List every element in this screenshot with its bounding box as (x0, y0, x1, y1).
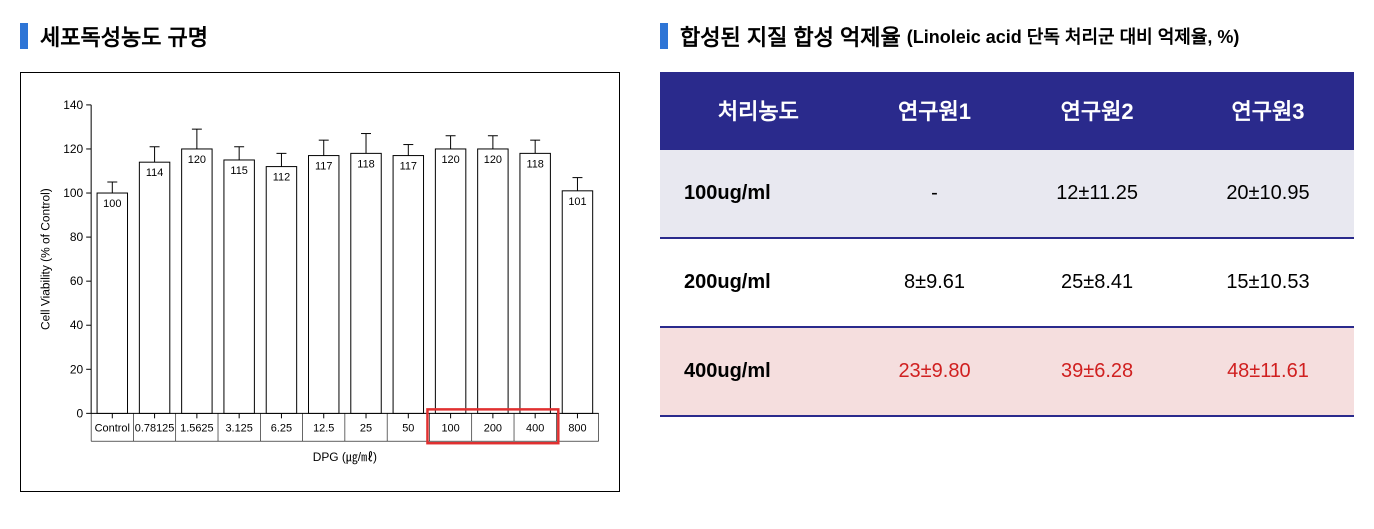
svg-text:140: 140 (63, 98, 83, 112)
bar (266, 167, 296, 414)
bar (562, 191, 592, 414)
svg-text:12.5: 12.5 (313, 422, 334, 434)
row-label: 400ug/ml (660, 327, 857, 416)
svg-text:Control: Control (95, 422, 130, 434)
svg-text:114: 114 (146, 167, 163, 179)
bar (97, 193, 127, 413)
svg-text:100: 100 (103, 198, 121, 210)
cell-viability-chart: 0 20 40 60 80 100 120 140 Cell Viability (% of C… (29, 85, 611, 483)
svg-text:0: 0 (77, 406, 84, 420)
bar (351, 153, 381, 413)
cell-value: 25±8.41 (1012, 238, 1182, 327)
svg-text:6.25: 6.25 (271, 422, 292, 434)
cell-value: - (857, 149, 1013, 238)
main-container: 세포독성농도 규명 0 20 40 60 80 100 120 140 Cell Viabili… (20, 20, 1354, 492)
left-header: 세포독성농도 규명 (20, 20, 620, 52)
right-header: 합성된 지질 합성 억제율 (Linoleic acid 단독 처리군 대비 억… (660, 20, 1354, 52)
svg-text:117: 117 (400, 161, 417, 173)
row-label: 100ug/ml (660, 149, 857, 238)
accent-bar (20, 23, 28, 49)
svg-text:115: 115 (230, 165, 247, 177)
svg-text:112: 112 (273, 172, 290, 184)
svg-text:Cell Viability (% of Control): Cell Viability (% of Control) (38, 188, 52, 330)
right-subtitle: (Linoleic acid 단독 처리군 대비 억제율, %) (907, 23, 1240, 49)
svg-text:100: 100 (441, 422, 459, 434)
col-header: 처리농도 (660, 72, 857, 149)
svg-text:800: 800 (568, 422, 586, 434)
right-title: 합성된 지질 합성 억제율 (680, 20, 901, 52)
left-title: 세포독성농도 규명 (40, 20, 208, 52)
bar (435, 149, 465, 413)
svg-text:25: 25 (360, 422, 372, 434)
svg-text:101: 101 (568, 196, 586, 208)
svg-text:120: 120 (441, 154, 459, 166)
table-row: 400ug/ml23±9.8039±6.2848±11.61 (660, 327, 1354, 416)
svg-text:40: 40 (70, 318, 84, 332)
svg-text:20: 20 (70, 362, 84, 376)
col-header: 연구원1 (857, 72, 1013, 149)
svg-text:3.125: 3.125 (225, 422, 252, 434)
chart-container: 0 20 40 60 80 100 120 140 Cell Viability (% of C… (20, 72, 620, 492)
bar (182, 149, 212, 413)
svg-text:120: 120 (484, 154, 502, 166)
table-row: 100ug/ml-12±11.2520±10.95 (660, 149, 1354, 238)
svg-text:118: 118 (526, 158, 543, 170)
accent-bar (660, 23, 668, 49)
svg-text:60: 60 (70, 274, 84, 288)
table-header-row: 처리농도 연구원1 연구원2 연구원3 (660, 72, 1354, 149)
cell-value: 48±11.61 (1182, 327, 1354, 416)
cell-value: 23±9.80 (857, 327, 1013, 416)
svg-text:118: 118 (357, 158, 374, 170)
svg-text:120: 120 (188, 154, 206, 166)
bar (520, 153, 550, 413)
inhibition-table: 처리농도 연구원1 연구원2 연구원3 100ug/ml-12±11.2520±… (660, 72, 1354, 417)
table-row: 200ug/ml8±9.6125±8.4115±10.53 (660, 238, 1354, 327)
left-panel: 세포독성농도 규명 0 20 40 60 80 100 120 140 Cell Viabili… (20, 20, 620, 492)
col-header: 연구원3 (1182, 72, 1354, 149)
cell-value: 39±6.28 (1012, 327, 1182, 416)
cell-value: 8±9.61 (857, 238, 1013, 327)
bar (139, 162, 169, 413)
bar (478, 149, 508, 413)
cell-value: 12±11.25 (1012, 149, 1182, 238)
svg-text:200: 200 (484, 422, 502, 434)
bar (309, 156, 339, 414)
bar (224, 160, 254, 413)
svg-text:400: 400 (526, 422, 544, 434)
svg-text:80: 80 (70, 230, 84, 244)
svg-text:50: 50 (402, 422, 414, 434)
row-label: 200ug/ml (660, 238, 857, 327)
svg-text:100: 100 (63, 186, 83, 200)
right-panel: 합성된 지질 합성 억제율 (Linoleic acid 단독 처리군 대비 억… (660, 20, 1354, 492)
cell-value: 15±10.53 (1182, 238, 1354, 327)
col-header: 연구원2 (1012, 72, 1182, 149)
svg-text:0.78125: 0.78125 (135, 422, 175, 434)
svg-text:DPG (㎍/㎖): DPG (㎍/㎖) (313, 450, 377, 464)
bar (393, 156, 423, 414)
svg-text:1.5625: 1.5625 (180, 422, 213, 434)
svg-text:117: 117 (315, 161, 332, 173)
svg-text:120: 120 (63, 142, 83, 156)
cell-value: 20±10.95 (1182, 149, 1354, 238)
